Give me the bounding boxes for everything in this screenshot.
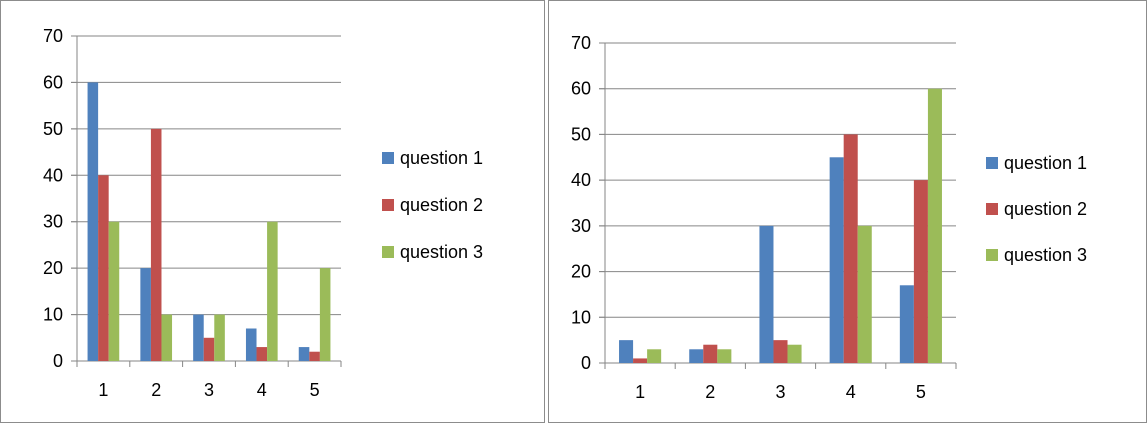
x-tick-label: 3	[775, 382, 785, 402]
legend-label: question 1	[400, 148, 483, 168]
y-tick-label: 0	[581, 353, 591, 373]
x-tick-label: 3	[204, 380, 214, 400]
bar-question-3-cat-1	[647, 349, 662, 363]
y-tick-label: 40	[571, 170, 591, 190]
bar-question-1-cat-2	[689, 349, 704, 363]
y-tick-label: 50	[571, 124, 591, 144]
bar-question-1-cat-5	[298, 347, 310, 361]
chart-right: 0 10 20 30 40 50 60 70 1 2 3 4 5 question 1 question 2…	[548, 0, 1147, 423]
bar-question-2-cat-4	[843, 134, 858, 363]
y-tick-label: 40	[43, 165, 63, 185]
bar-question-2-cat-5	[913, 180, 928, 363]
bar-question-2-cat-5	[309, 351, 320, 361]
bar-question-2-cat-1	[98, 175, 109, 361]
bar-question-1-cat-2	[140, 268, 151, 361]
bar-question-3-cat-5	[319, 268, 331, 361]
legend-swatch	[382, 199, 394, 211]
legend-swatch	[986, 203, 998, 215]
bar-question-3-cat-5	[927, 88, 942, 363]
x-tick-label: 2	[705, 382, 715, 402]
x-tick-label: 5	[916, 382, 926, 402]
bar-question-1-cat-1	[87, 82, 99, 361]
bar-question-1-cat-3	[193, 314, 204, 361]
y-tick-label: 50	[43, 119, 63, 139]
bar-question-2-cat-2	[150, 128, 162, 361]
bar-question-2-cat-4	[256, 347, 268, 361]
x-tick-label: 5	[310, 380, 320, 400]
x-tick-label: 1	[635, 382, 645, 402]
legend-swatch	[986, 157, 998, 169]
legend-label: question 2	[1004, 199, 1087, 219]
y-tick-label: 60	[571, 79, 591, 99]
y-tick-label: 30	[43, 212, 63, 232]
bar-question-1-cat-5	[899, 285, 914, 363]
x-tick-label: 4	[257, 380, 267, 400]
y-tick-label: 70	[571, 33, 591, 53]
bar-question-3-cat-3	[787, 344, 802, 363]
legend-label: question 2	[400, 195, 483, 215]
y-tick-label: 20	[43, 258, 63, 278]
bar-question-1-cat-4	[829, 157, 844, 363]
x-tick-label: 1	[98, 380, 108, 400]
bar-question-2-cat-2	[703, 344, 718, 363]
legend-label: question 1	[1004, 153, 1087, 173]
y-tick-label: 10	[571, 307, 591, 327]
x-tick-label: 2	[151, 380, 161, 400]
bar-question-3-cat-4	[857, 225, 872, 363]
y-tick-label: 60	[43, 72, 63, 92]
legend-label: question 3	[400, 242, 483, 262]
y-tick-label: 70	[43, 26, 63, 46]
y-tick-label: 30	[571, 216, 591, 236]
legend-swatch	[382, 246, 394, 258]
bar-question-2-cat-3	[773, 340, 788, 363]
y-tick-label: 20	[571, 262, 591, 282]
bar-question-3-cat-2	[161, 314, 173, 361]
chart-left-plot: 0 10 20 30 40 50 60 70 1 2 3 4 5 question 1 question 2…	[43, 26, 483, 400]
x-tick-label: 4	[846, 382, 856, 402]
bar-question-1-cat-3	[759, 225, 774, 363]
legend-swatch	[986, 249, 998, 261]
y-tick-label: 10	[43, 305, 63, 325]
bar-question-3-cat-2	[717, 349, 732, 363]
bar-question-1-cat-4	[245, 328, 257, 361]
bar-question-2-cat-1	[633, 358, 648, 363]
y-tick-label: 0	[53, 351, 63, 371]
chart-left: 0 10 20 30 40 50 60 70 1 2 3 4 5 question 1 question 2…	[0, 0, 545, 423]
bar-question-3-cat-3	[214, 314, 225, 361]
legend-swatch	[382, 152, 394, 164]
bar-question-3-cat-1	[108, 221, 120, 361]
chart-right-plot: 0 10 20 30 40 50 60 70 1 2 3 4 5 question 1 question 2…	[571, 33, 1087, 402]
bar-question-1-cat-1	[619, 340, 634, 363]
legend-label: question 3	[1004, 245, 1087, 265]
bar-question-3-cat-4	[267, 221, 278, 361]
bar-question-2-cat-3	[203, 337, 215, 361]
